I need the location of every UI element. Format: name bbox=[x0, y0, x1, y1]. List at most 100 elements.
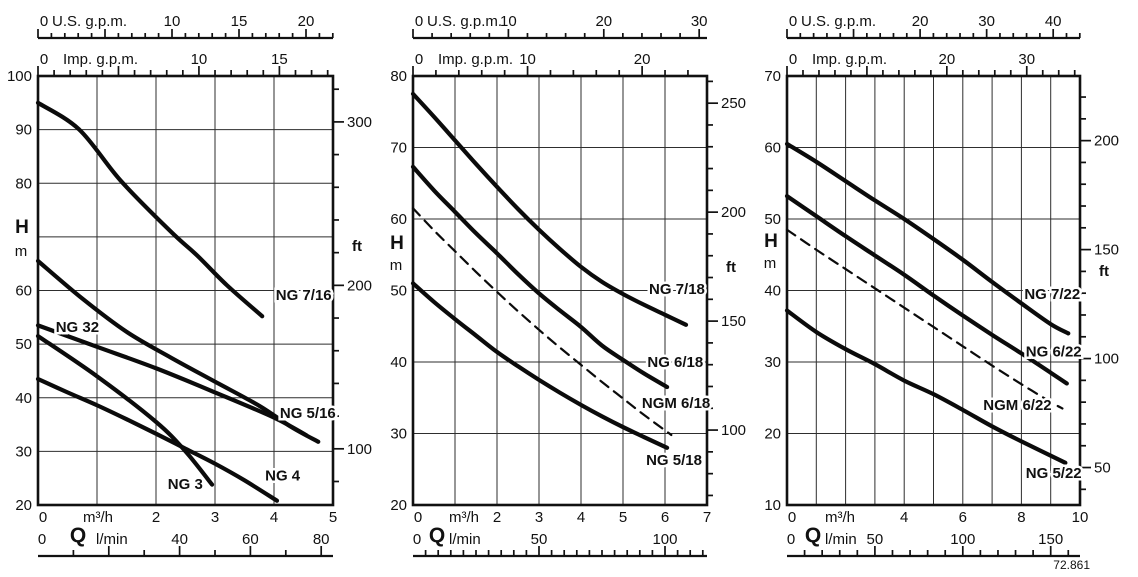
head-m-tick-label: 20 bbox=[764, 426, 781, 443]
curve-ng-7-22 bbox=[784, 141, 1071, 336]
ft-tick-label: 250 bbox=[721, 95, 746, 112]
lmin-tick-label: 40 bbox=[171, 531, 188, 548]
head-m-tick-label: 30 bbox=[764, 354, 781, 371]
curve-label-ng-32: NG 32 bbox=[56, 319, 99, 336]
m3h-axis-title: m³/h bbox=[83, 509, 113, 526]
flow-axis-title: Q bbox=[70, 524, 86, 547]
head-m-tick-label: 70 bbox=[764, 68, 781, 85]
imp-gpm-tick-label: 0 bbox=[415, 51, 423, 68]
lmin-tick-label: 150 bbox=[1038, 531, 1063, 548]
m3h-tick-label: 10 bbox=[1072, 509, 1089, 526]
lmin-tick-label: 0 bbox=[38, 531, 46, 548]
curve-ngm-6-22 bbox=[785, 228, 1064, 410]
curve-ngm-6-18 bbox=[411, 207, 673, 437]
us-gpm-axis-title: U.S. g.p.m. bbox=[801, 13, 876, 30]
curve-label-ng-5-18: NG 5/18 bbox=[646, 452, 702, 469]
m3h-tick-label: 0 bbox=[414, 509, 422, 526]
ft-tick-label: 100 bbox=[347, 441, 372, 458]
ft-axis-title: ft bbox=[1099, 263, 1109, 280]
m3h-tick-label: 8 bbox=[1017, 509, 1025, 526]
curve-ng-5-18 bbox=[410, 281, 670, 450]
head-m-tick-label: 30 bbox=[390, 426, 407, 443]
lmin-tick-label: 80 bbox=[313, 531, 330, 548]
imp-gpm-tick-label: 10 bbox=[191, 51, 208, 68]
us-gpm-tick-label: 15 bbox=[231, 13, 248, 30]
us-gpm-tick-label: 30 bbox=[691, 13, 708, 30]
head-m-tick-label: 40 bbox=[15, 390, 32, 407]
curve-label-ng-6-22: NG 6/22 bbox=[1026, 343, 1082, 360]
us-gpm-tick-label: 0 bbox=[415, 13, 423, 30]
head-m-tick-label: 10 bbox=[764, 497, 781, 514]
head-axis-unit: m bbox=[764, 255, 777, 272]
curve-label-ng-7-18: NG 7/18 bbox=[649, 281, 705, 298]
curve-label-ng-5-22: NG 5/22 bbox=[1026, 465, 1082, 482]
lmin-tick-label: 100 bbox=[652, 531, 677, 548]
m3h-tick-label: 2 bbox=[152, 509, 160, 526]
head-m-tick-label: 80 bbox=[15, 175, 32, 192]
head-m-tick-label: 90 bbox=[15, 122, 32, 139]
lmin-tick-label: 0 bbox=[787, 531, 795, 548]
us-gpm-tick-label: 20 bbox=[298, 13, 315, 30]
imp-gpm-tick-label: 0 bbox=[40, 51, 48, 68]
m3h-tick-label: 4 bbox=[270, 509, 278, 526]
head-m-tick-label: 50 bbox=[15, 336, 32, 353]
curve-ng-5-22 bbox=[784, 308, 1068, 465]
m3h-tick-label: 2 bbox=[493, 509, 501, 526]
plot-border bbox=[36, 74, 335, 507]
m3h-axis-title: m³/h bbox=[449, 509, 479, 526]
imp-gpm-tick-label: 0 bbox=[789, 51, 797, 68]
m3h-tick-label: 0 bbox=[39, 509, 47, 526]
curve-ng-6-18 bbox=[410, 164, 670, 390]
lmin-axis-title: l/min bbox=[825, 531, 857, 548]
us-gpm-tick-label: 20 bbox=[912, 13, 929, 30]
head-m-tick-label: 50 bbox=[764, 211, 781, 228]
m3h-tick-label: 3 bbox=[535, 509, 543, 526]
ft-axis-title: ft bbox=[352, 238, 362, 255]
imp-gpm-axis-title: Imp. g.p.m. bbox=[438, 51, 513, 68]
lmin-tick-label: 60 bbox=[242, 531, 259, 548]
imp-gpm-tick-label: 30 bbox=[1018, 51, 1035, 68]
m3h-tick-label: 4 bbox=[577, 509, 585, 526]
m3h-tick-label: 7 bbox=[703, 509, 711, 526]
drawing-number: 72.861 bbox=[1053, 558, 1090, 572]
lmin-tick-label: 50 bbox=[867, 531, 884, 548]
m3h-axis-title: m³/h bbox=[825, 509, 855, 526]
us-gpm-tick-label: 0 bbox=[40, 13, 48, 30]
head-m-tick-label: 70 bbox=[390, 140, 407, 157]
head-m-tick-label: 20 bbox=[390, 497, 407, 514]
curve-label-ngm-6-18: NGM 6/18 bbox=[642, 395, 710, 412]
ft-tick-label: 150 bbox=[721, 313, 746, 330]
us-gpm-axis-title: U.S. g.p.m. bbox=[427, 13, 502, 30]
us-gpm-tick-label: 10 bbox=[500, 13, 517, 30]
lmin-axis-title: l/min bbox=[449, 531, 481, 548]
lmin-tick-label: 100 bbox=[950, 531, 975, 548]
us-gpm-tick-label: 0 bbox=[789, 13, 797, 30]
curve-ng-4 bbox=[35, 376, 280, 503]
imp-gpm-tick-label: 20 bbox=[634, 51, 651, 68]
curve-label-ng-7-16: NG 7/16 bbox=[276, 287, 332, 304]
curve-label-ng-7-22: NG 7/22 bbox=[1024, 286, 1080, 303]
head-axis-title: H bbox=[390, 233, 404, 254]
flow-axis-title: Q bbox=[429, 524, 445, 547]
head-m-tick-label: 60 bbox=[15, 283, 32, 300]
head-m-tick-label: 100 bbox=[7, 68, 32, 85]
m3h-tick-label: 0 bbox=[788, 509, 796, 526]
curve-label-ng-3: NG 3 bbox=[168, 476, 203, 493]
flow-axis-title: Q bbox=[805, 524, 821, 547]
head-m-tick-label: 80 bbox=[390, 68, 407, 85]
m3h-tick-label: 4 bbox=[900, 509, 908, 526]
curve-ng-7-16 bbox=[35, 100, 265, 319]
lmin-tick-label: 0 bbox=[413, 531, 421, 548]
head-axis-title: H bbox=[764, 231, 778, 252]
curve-ng-3 bbox=[35, 333, 215, 487]
curve-label-ng-6-18: NG 6/18 bbox=[647, 354, 703, 371]
ft-tick-label: 300 bbox=[347, 114, 372, 131]
m3h-tick-label: 5 bbox=[619, 509, 627, 526]
head-m-tick-label: 30 bbox=[15, 443, 32, 460]
ft-tick-label: 200 bbox=[721, 204, 746, 221]
imp-gpm-axis-title: Imp. g.p.m. bbox=[63, 51, 138, 68]
